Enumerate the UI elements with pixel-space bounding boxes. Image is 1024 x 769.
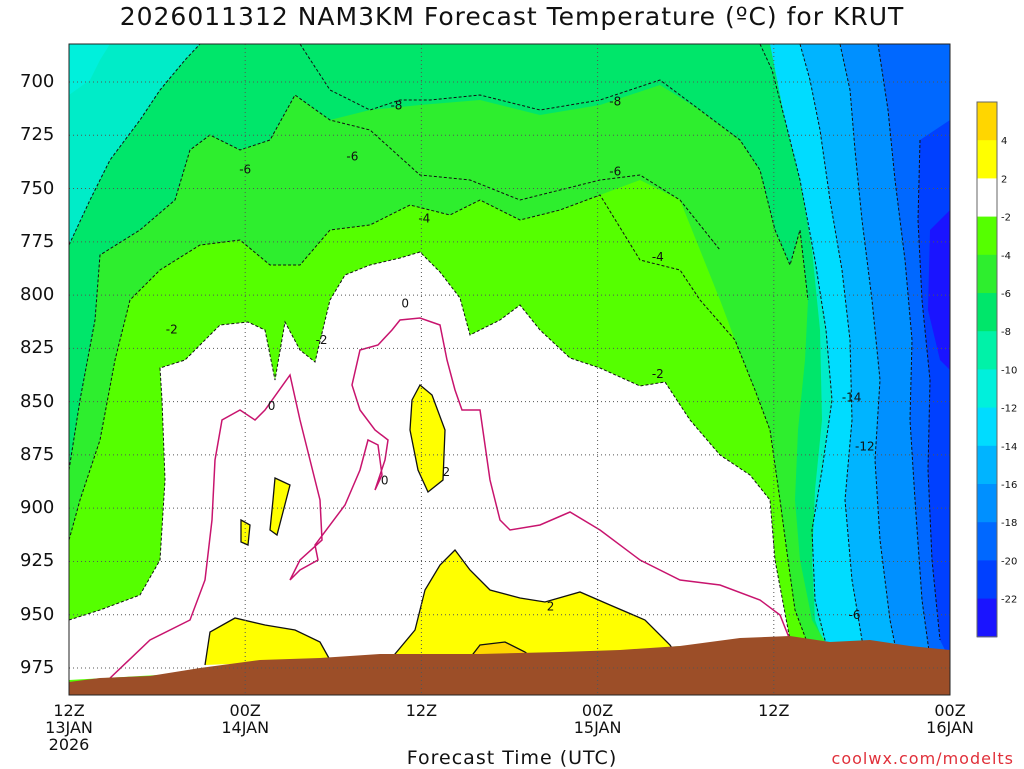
contour-minus-14 [799,44,881,695]
x-tick-label: 00Z 16JAN [926,701,974,737]
colorbar-label: -12 [1001,404,1017,415]
temperature-field [69,44,950,695]
colorbar: 4 2 -2 -4 -6 -8 -10 -12 -14 -16 -18 -20 -22 [976,101,1017,638]
y-tick-label: 775 [20,230,55,252]
colorbar-label: -4 [1001,251,1011,262]
colorbar-label: -10 [1001,365,1017,376]
y-tick-label: 950 [20,603,55,625]
chart-title: 2026011312 NAM3KM Forecast Temperature (… [119,2,905,31]
warm-area-left [205,618,330,665]
contour-minus-20 [917,139,941,641]
contour-zero-main [107,317,791,681]
contour-label: -8 [390,99,402,113]
contour-label: -14 [842,391,862,405]
colorbar-label: -2 [1001,213,1011,224]
colorbar-swatch [977,445,997,485]
colorbar-label: -18 [1001,518,1017,529]
contour-label: -2 [166,322,178,336]
warm-blob-mid [410,385,445,492]
colorbar-label: 4 [1001,136,1007,147]
contour-label: 2 [443,465,451,479]
y-tick-label: 875 [20,443,55,465]
colorbar-label: -6 [1001,289,1011,300]
contour-label: -8 [609,94,621,108]
contour-label: -12 [855,440,875,454]
colorbar-swatch [977,484,997,523]
contour-label: -6 [346,150,358,164]
y-tick-label: 750 [20,177,55,199]
warm-contours [204,383,681,666]
freezing-contours [107,317,791,681]
colorbar-label: -16 [1001,480,1017,491]
contour-label: -6 [849,608,861,622]
contour-label: 2 [547,599,555,613]
contour-label: 0 [381,474,389,488]
x-tick-label: 12Z [405,701,438,720]
band-minus-12-left [69,44,110,95]
colorbar-swatch [977,331,997,370]
colorbar-swatch [977,407,997,447]
colorbar-swatch [977,522,997,561]
contour-label: -2 [652,367,664,381]
y-tick-label: 975 [20,657,55,678]
x-tick-label: 12Z [758,701,790,720]
y-tick-label: 700 [20,71,55,92]
gridlines [69,44,950,695]
contour-minus-18 [877,44,936,695]
contour-label: -6 [239,162,251,176]
contour-label: -4 [652,250,664,264]
contour-label: -6 [609,165,621,179]
contour-label: 0 [268,399,276,413]
contour-minus-12 [759,44,846,695]
plot-frame [68,43,951,696]
x-axis-title: Forecast Time (UTC) [406,747,618,769]
colorbar-label: -22 [1001,595,1017,606]
y-tick-label: 850 [20,390,55,412]
contour-labels: -8 -8 -6 -6 -6 -4 -4 -2 -2 -2 0 0 0 2 2 -14 -12 -6 [166,94,875,622]
colorbar-swatch [977,369,997,409]
contour-minus-16 [839,44,906,695]
credit-text: coolwx.com/modelts [831,749,1014,768]
y-tick-label: 900 [20,497,55,519]
colorbar-swatch [977,598,997,638]
contour-minus-8 [69,44,809,301]
warm-area-right [390,550,680,660]
colorbar-label: -8 [1001,327,1011,338]
y-tick-label: 725 [20,124,55,146]
contour-label: 0 [401,297,409,311]
colorbar-swatch [977,178,997,218]
colorbar-label: 2 [1001,174,1007,185]
y-tick-label: 800 [20,284,55,306]
y-tick-label: 925 [20,550,55,572]
terrain [69,636,950,695]
x-tick-label: 12Z 13JAN 2026 [45,701,93,754]
y-tick-label: 825 [20,337,55,359]
colorbar-label: -14 [1001,442,1017,453]
colorbar-frame [976,101,998,638]
band-minus-24 [928,210,950,370]
warm-blob-small-1 [270,478,290,535]
contour-minus-2 [69,251,791,641]
contour-minus-4 [69,194,811,651]
colorbar-swatch [977,293,997,332]
dashed-contours [69,44,941,695]
contour-label: -2 [316,333,328,347]
colorbar-swatch [977,254,997,294]
colorbar-swatch [977,216,997,256]
colorbar-swatch [977,140,997,179]
colorbar-swatch [977,560,997,600]
x-tick-label: 00Z 14JAN [221,701,270,737]
colorbar-label: -20 [1001,556,1017,567]
contour-label: -4 [418,212,430,226]
colorbar-swatch [977,102,997,141]
x-tick-label: 00Z 15JAN [573,701,622,737]
